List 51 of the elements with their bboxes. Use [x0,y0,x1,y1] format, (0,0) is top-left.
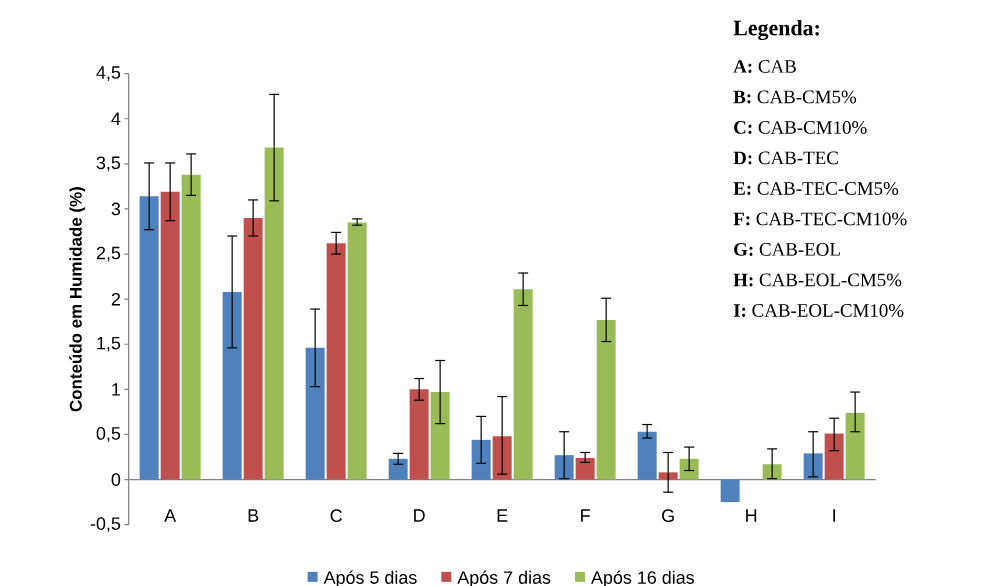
bar [513,289,533,480]
x-tick-label: D [414,509,425,522]
x-tick-label: G [662,509,674,523]
x-tick-label: E [497,509,508,522]
annotation: B: CAB-CM5% [733,90,857,104]
y-tick-label: -0,5 [90,517,121,533]
bar [720,479,740,503]
x-tick-label: I [833,509,835,522]
x-tick-label: A [164,509,177,522]
bar [637,431,657,480]
y-tick-label: 3,5 [96,156,121,172]
bar [160,191,180,480]
bar [409,389,429,480]
bar [575,457,595,480]
y-tick-label: 4 [111,112,121,125]
y-tick-label: 3 [111,202,121,216]
annotation: F: CAB-TEC-CM10% [733,212,907,226]
annotation: I: CAB-EOL-CM10% [733,304,904,317]
bar [181,174,201,480]
y-tick-label: 4,5 [96,66,121,81]
annotation: G: CAB-EOL [734,243,840,256]
y-tick-label: 2 [111,292,120,306]
annotation: H: CAB-EOL-CM5% [733,273,902,287]
bar [388,458,408,480]
bar [139,196,159,480]
text: Legenda: [733,19,819,41]
x-tick-label: H [746,509,757,522]
annotation: D: CAB-TEC [733,151,838,165]
bar [845,412,865,480]
bar [243,217,263,480]
y-axis-title: Conteúdo em Humidade (%) [69,187,86,412]
x-tick-label: C [330,509,342,523]
bar [596,319,616,480]
text: A: CAB [733,60,796,73]
bar [347,222,367,480]
bar [264,147,284,480]
bar [824,433,844,480]
bar [430,392,450,480]
y-tick-label: 2,5 [96,246,121,262]
y-tick-label: 1 [112,383,121,396]
x-tick-label: B [248,509,259,522]
y-tick-label: 0 [111,473,121,486]
y-tick-label: 0,5 [96,427,121,442]
annotation: C: CAB-CM10% [734,121,867,134]
x-tick-label: F [581,509,590,522]
bar [305,347,325,480]
y-tick-label: 1,5 [97,336,121,352]
annotation: E: CAB-TEC-CM5% [733,182,899,195]
bar [222,291,242,480]
bar [326,243,346,480]
bar [658,472,678,480]
